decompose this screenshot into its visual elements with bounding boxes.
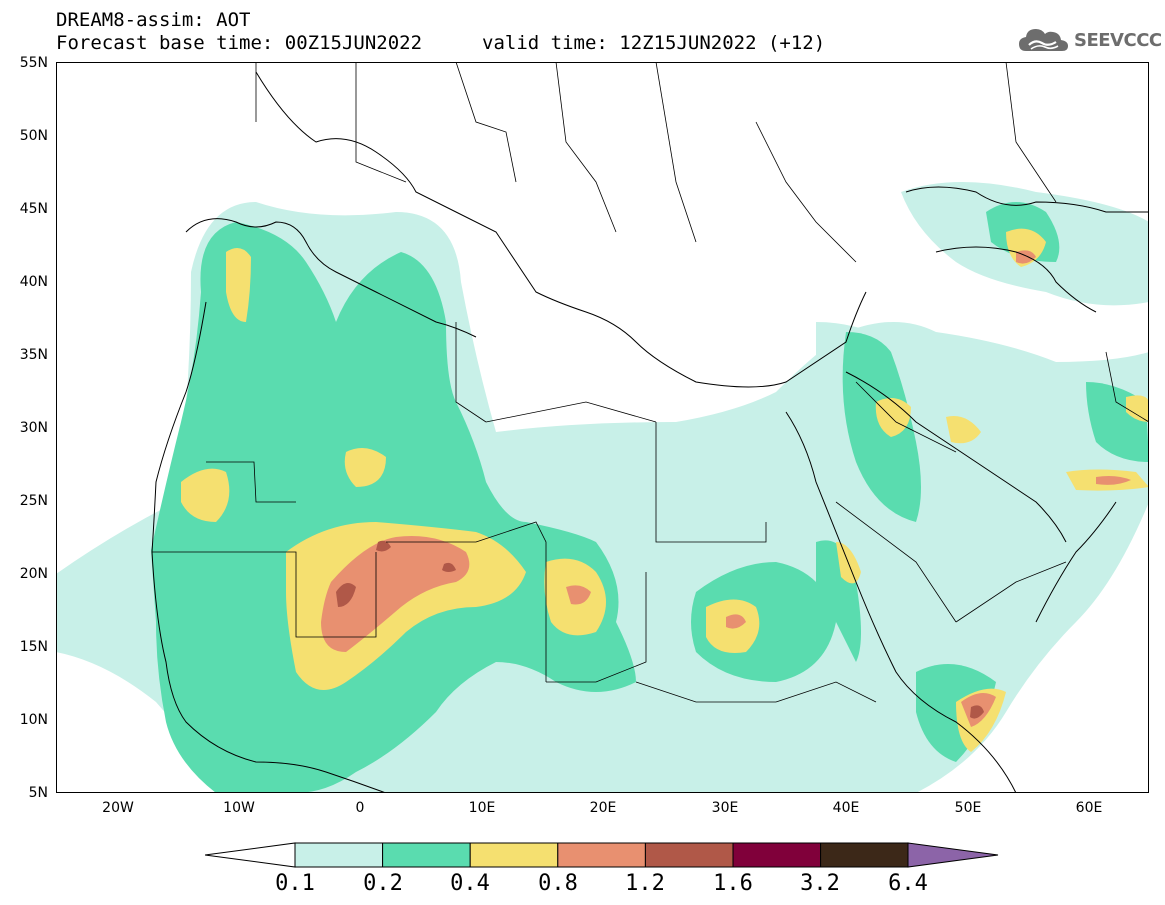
lat-label-10n: 10N	[19, 712, 48, 728]
lon-label-40e: 40E	[832, 800, 860, 816]
cloud-logo-icon	[1019, 29, 1068, 51]
colorbar-segment	[732, 842, 822, 868]
colorbar-segment	[644, 842, 734, 868]
lat-label-55n: 55N	[19, 55, 48, 71]
colorbar-label-0.8: 0.8	[538, 871, 578, 896]
colorbar-segment	[557, 842, 646, 868]
aot-band-0.8	[321, 250, 1131, 727]
lat-label-35n: 35N	[19, 347, 48, 363]
lat-label-25n: 25N	[19, 493, 48, 509]
colorbar-label-0.4: 0.4	[450, 871, 490, 896]
lon-label-30e: 30E	[711, 800, 739, 816]
lon-label-10w: 10W	[223, 800, 255, 816]
map-title: DREAM8-assim: AOT	[56, 9, 251, 31]
colorbar-label-0.1: 0.1	[275, 871, 315, 896]
lat-label-50n: 50N	[19, 128, 48, 144]
map-plot-area	[56, 62, 1149, 793]
forecast-base-time: Forecast base time: 00Z15JUN2022	[56, 32, 423, 54]
colorbar-label-0.2: 0.2	[363, 871, 403, 896]
lon-label-0: 0	[355, 800, 365, 816]
lon-label-50e: 50E	[954, 800, 982, 816]
colorbar-under-triangle	[205, 842, 296, 868]
logo-text: SEEVCCC	[1074, 29, 1162, 51]
colorbar-segment	[294, 842, 384, 868]
lon-label-60e: 60E	[1075, 800, 1103, 816]
coastlines	[151, 71, 1149, 793]
lat-label-5n: 5N	[28, 785, 48, 801]
colorbar-segment	[820, 842, 909, 868]
colorbar-label-6.4: 6.4	[888, 871, 928, 896]
lon-label-20e: 20E	[589, 800, 617, 816]
colorbar-label-1.2: 1.2	[625, 871, 665, 896]
lat-label-45n: 45N	[19, 201, 48, 217]
colorbar-segment	[382, 842, 471, 868]
colorbar-label-3.2: 3.2	[800, 871, 840, 896]
lat-label-40n: 40N	[19, 274, 48, 290]
lat-label-20n: 20N	[19, 566, 48, 582]
colorbar-segments	[294, 842, 909, 868]
lat-label-15n: 15N	[19, 639, 48, 655]
country-borders	[152, 62, 1149, 703]
aot-band-1.2	[336, 540, 984, 719]
lon-label-10e: 10E	[468, 800, 496, 816]
aot-field-map	[56, 62, 1149, 793]
aot-colorbar	[205, 842, 999, 868]
colorbar-label-1.6: 1.6	[713, 871, 753, 896]
colorbar-segment	[469, 842, 559, 868]
seevccc-logo: SEEVCCC	[1018, 25, 1162, 55]
colorbar-over-triangle	[907, 842, 999, 868]
valid-time: valid time: 12Z15JUN2022 (+12)	[482, 32, 826, 54]
lat-label-30n: 30N	[19, 420, 48, 436]
lon-label-20w: 20W	[102, 800, 134, 816]
